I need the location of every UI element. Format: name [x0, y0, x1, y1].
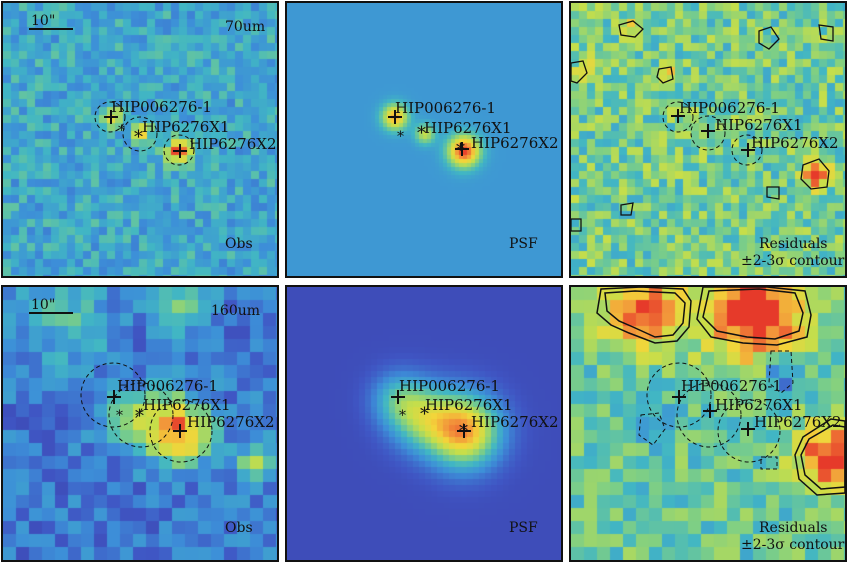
plus-marker [741, 143, 755, 157]
image-160um-psf [287, 287, 561, 560]
plus-marker [104, 110, 118, 124]
plus-marker [388, 110, 402, 124]
corner-label: PSF [509, 236, 538, 252]
aperture-hip006276-1 [80, 362, 146, 428]
corner-label-line2: ±2-3σ contours [741, 537, 847, 553]
aperture-hip6276x2 [149, 399, 213, 463]
corner-label-line2: ±2-3σ contours [741, 253, 847, 269]
aperture-hip6276x2 [717, 399, 781, 463]
source-label-hip6276x1: HIP6276X1 [425, 396, 513, 414]
plus-marker [671, 109, 685, 123]
corner-label-line1: Residuals [759, 236, 827, 252]
panel-70um-psf: * * * HIP006276-1 HIP6276X1 HIP6276X2 PS… [285, 1, 563, 278]
aperture-hip6276x1 [108, 382, 174, 448]
overlay-160um-residuals: HIP006276-1 HIP6276X1 HIP6276X2 Residual… [596, 287, 847, 553]
aperture-hip006276-1 [646, 362, 712, 428]
aperture-hip6276x2 [731, 134, 763, 166]
source-label-hip006276-1: HIP006276-1 [111, 98, 212, 116]
plus-marker [173, 144, 187, 158]
image-70um-observed [3, 3, 277, 276]
plus-marker [455, 142, 469, 156]
overlay-70um-residuals: HIP006276-1 HIP6276X1 HIP6276X2 Residual… [571, 20, 847, 269]
star-marker: * [135, 406, 144, 427]
panel-160um-psf: * * * HIP006276-1 HIP6276X1 HIP6276X2 PS… [285, 285, 563, 562]
corner-label: Obs [225, 520, 253, 536]
corner-label: Obs [225, 236, 253, 252]
star-marker: * [134, 127, 143, 148]
source-label-hip6276x1: HIP6276X1 [715, 396, 803, 414]
overlay-70um-observed: 10" 70um * * HIP006276-1 HIP6276X1 HIP62… [29, 13, 277, 252]
star-marker: * [399, 408, 406, 424]
source-label-hip006276-1: HIP006276-1 [679, 99, 780, 117]
band-label: 70um [225, 19, 265, 35]
source-label-hip6276x1: HIP6276X1 [424, 119, 512, 137]
overlay-160um-observed: 10" 160um * * HIP006276-1 HIP6276X1 HIP6… [29, 297, 275, 536]
aperture-hip006276-1 [662, 101, 694, 133]
source-label-hip6276x2: HIP6276X2 [189, 135, 277, 153]
negative-contours [638, 350, 794, 470]
aperture-hip6276x1 [690, 115, 726, 151]
plus-marker [741, 422, 755, 436]
source-label-hip006276-1: HIP006276-1 [395, 99, 496, 117]
image-160um-observed [3, 287, 277, 560]
star-marker: * [420, 404, 429, 425]
star-marker: * [456, 140, 465, 161]
source-label-hip6276x2: HIP6276X2 [471, 134, 559, 152]
overlay-70um-psf: * * * HIP006276-1 HIP6276X1 HIP6276X2 PS… [388, 99, 559, 252]
star-marker: * [417, 123, 426, 144]
plus-marker [457, 424, 471, 438]
panel-160um-residuals: HIP006276-1 HIP6276X1 HIP6276X2 Residual… [569, 285, 847, 562]
source-label-hip006276-1: HIP006276-1 [399, 377, 500, 395]
plus-marker [703, 404, 717, 418]
source-label-hip006276-1: HIP006276-1 [117, 377, 218, 395]
aperture-hip6276x1 [122, 116, 158, 152]
source-label-hip006276-1: HIP006276-1 [681, 377, 782, 395]
corner-label-line1: Residuals [759, 520, 827, 536]
source-label-hip6276x1: HIP6276X1 [142, 118, 230, 136]
panel-160um-observed: 10" 160um * * HIP006276-1 HIP6276X1 HIP6… [1, 285, 279, 562]
aperture-hip6276x2 [163, 134, 195, 166]
panel-70um-residuals: HIP006276-1 HIP6276X1 HIP6276X2 Residual… [569, 1, 847, 278]
corner-label: PSF [509, 520, 538, 536]
source-label-hip6276x2: HIP6276X2 [754, 413, 842, 431]
star-marker: * [118, 123, 125, 139]
aperture-hip006276-1 [94, 101, 126, 133]
image-70um-psf [287, 3, 561, 276]
source-label-hip6276x1: HIP6276X1 [143, 396, 231, 414]
plus-marker [672, 390, 686, 404]
image-70um-residuals [571, 3, 845, 276]
overlay-160um-psf: * * * HIP006276-1 HIP6276X1 HIP6276X2 PS… [391, 377, 559, 536]
plus-marker [701, 124, 715, 138]
star-marker: * [116, 408, 123, 424]
aperture-hip6276x1 [676, 382, 742, 448]
panel-70um-observed: 10" 70um * * HIP006276-1 HIP6276X1 HIP62… [1, 1, 279, 278]
plus-marker [391, 390, 405, 404]
band-label: 160um [211, 303, 260, 319]
source-label-hip6276x2: HIP6276X2 [187, 413, 275, 431]
residual-contours [596, 287, 845, 496]
scalebar-label: 10" [31, 297, 55, 313]
source-label-hip6276x2: HIP6276X2 [471, 413, 559, 431]
star-marker: * [397, 129, 404, 145]
source-label-hip6276x1: HIP6276X1 [715, 116, 803, 134]
residual-contours [571, 20, 834, 232]
plus-marker [173, 424, 187, 438]
scalebar-label: 10" [31, 13, 55, 29]
plus-marker [107, 390, 121, 404]
source-label-hip6276x2: HIP6276X2 [751, 134, 839, 152]
